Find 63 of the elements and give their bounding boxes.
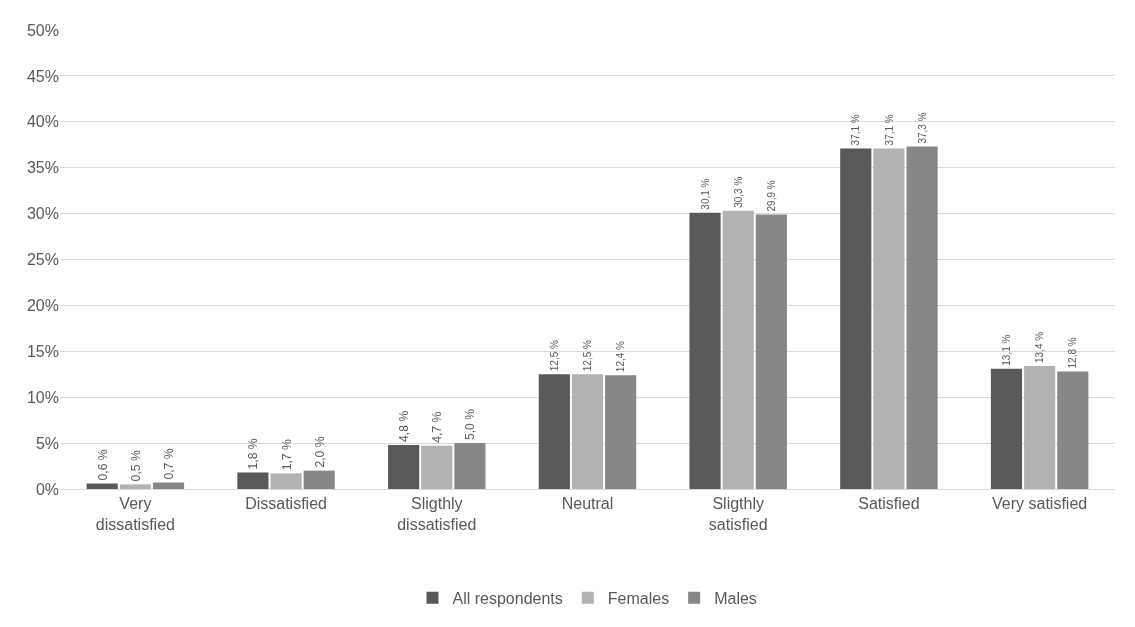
bar [454,443,486,489]
legend-label: All respondents [452,589,563,607]
data-label: 30,1 % [699,178,711,210]
bar [990,368,1023,489]
y-tick-label: 0% [35,480,59,498]
y-tick-label: 30% [26,205,59,223]
legend-label: Females [607,589,670,607]
data-label: 1,7 % [279,439,294,471]
data-label: 4,8 % [397,410,412,442]
bar [722,210,754,489]
bar [755,214,787,489]
y-tick-label: 20% [26,297,59,314]
bar [388,444,420,489]
bar [303,470,335,489]
data-label: 0,5 % [128,450,143,482]
bar [873,148,905,489]
bar [538,374,570,489]
bar [152,482,185,489]
y-tick-label: 40% [26,113,59,131]
bar [689,212,721,489]
y-tick-label: 5% [35,434,59,452]
bar [1057,371,1089,489]
bar [840,148,872,489]
data-label: 12,8 % [1067,337,1079,369]
x-tick-label: Sligthly dissatisfied [397,495,477,533]
y-tick-label: 25% [26,251,59,269]
bar [119,484,151,489]
data-label: 0,6 % [95,449,110,481]
data-label: 37,1 % [850,114,862,146]
data-label: 13,4 % [1034,331,1046,363]
legend-label: Males [714,589,757,607]
data-label: 0,7 % [161,448,176,480]
x-tick-label: Neutral [561,495,614,513]
data-label: 37,3 % [916,112,928,144]
data-label: 13,1 % [1001,334,1013,366]
data-label: 29,9 % [766,180,778,212]
x-tick-label: Very dissatisfied [95,495,175,533]
data-label: 37,1 % [883,114,895,146]
x-tick-label: Dissatisfied [245,495,327,513]
data-label: 4,7 % [430,411,445,443]
x-tick-label: Satisfied [858,495,920,513]
y-tick-label: 45% [26,67,59,85]
x-tick-label: Very satisfied [992,495,1088,513]
bar [571,374,604,489]
data-label: 12,5 % [582,340,594,372]
data-label: 1,8 % [246,438,261,470]
bar [1024,365,1056,489]
y-tick-label: 10% [26,388,59,406]
y-tick-label: 15% [26,342,59,360]
y-tick-label: 35% [26,159,59,177]
bar [421,445,453,489]
data-label: 12,5 % [549,339,561,372]
data-label: 2,0 % [312,436,327,468]
x-tick-label: Sligthly satisfied [708,495,768,533]
bar [237,472,269,489]
data-label: 30,3 % [732,176,744,208]
bar [86,483,118,489]
data-label: 12,4 % [615,340,627,373]
bar [605,375,637,489]
y-tick-label: 50% [26,21,59,39]
bar [270,473,302,489]
data-label: 5,0 % [463,408,478,441]
bar [906,146,938,489]
